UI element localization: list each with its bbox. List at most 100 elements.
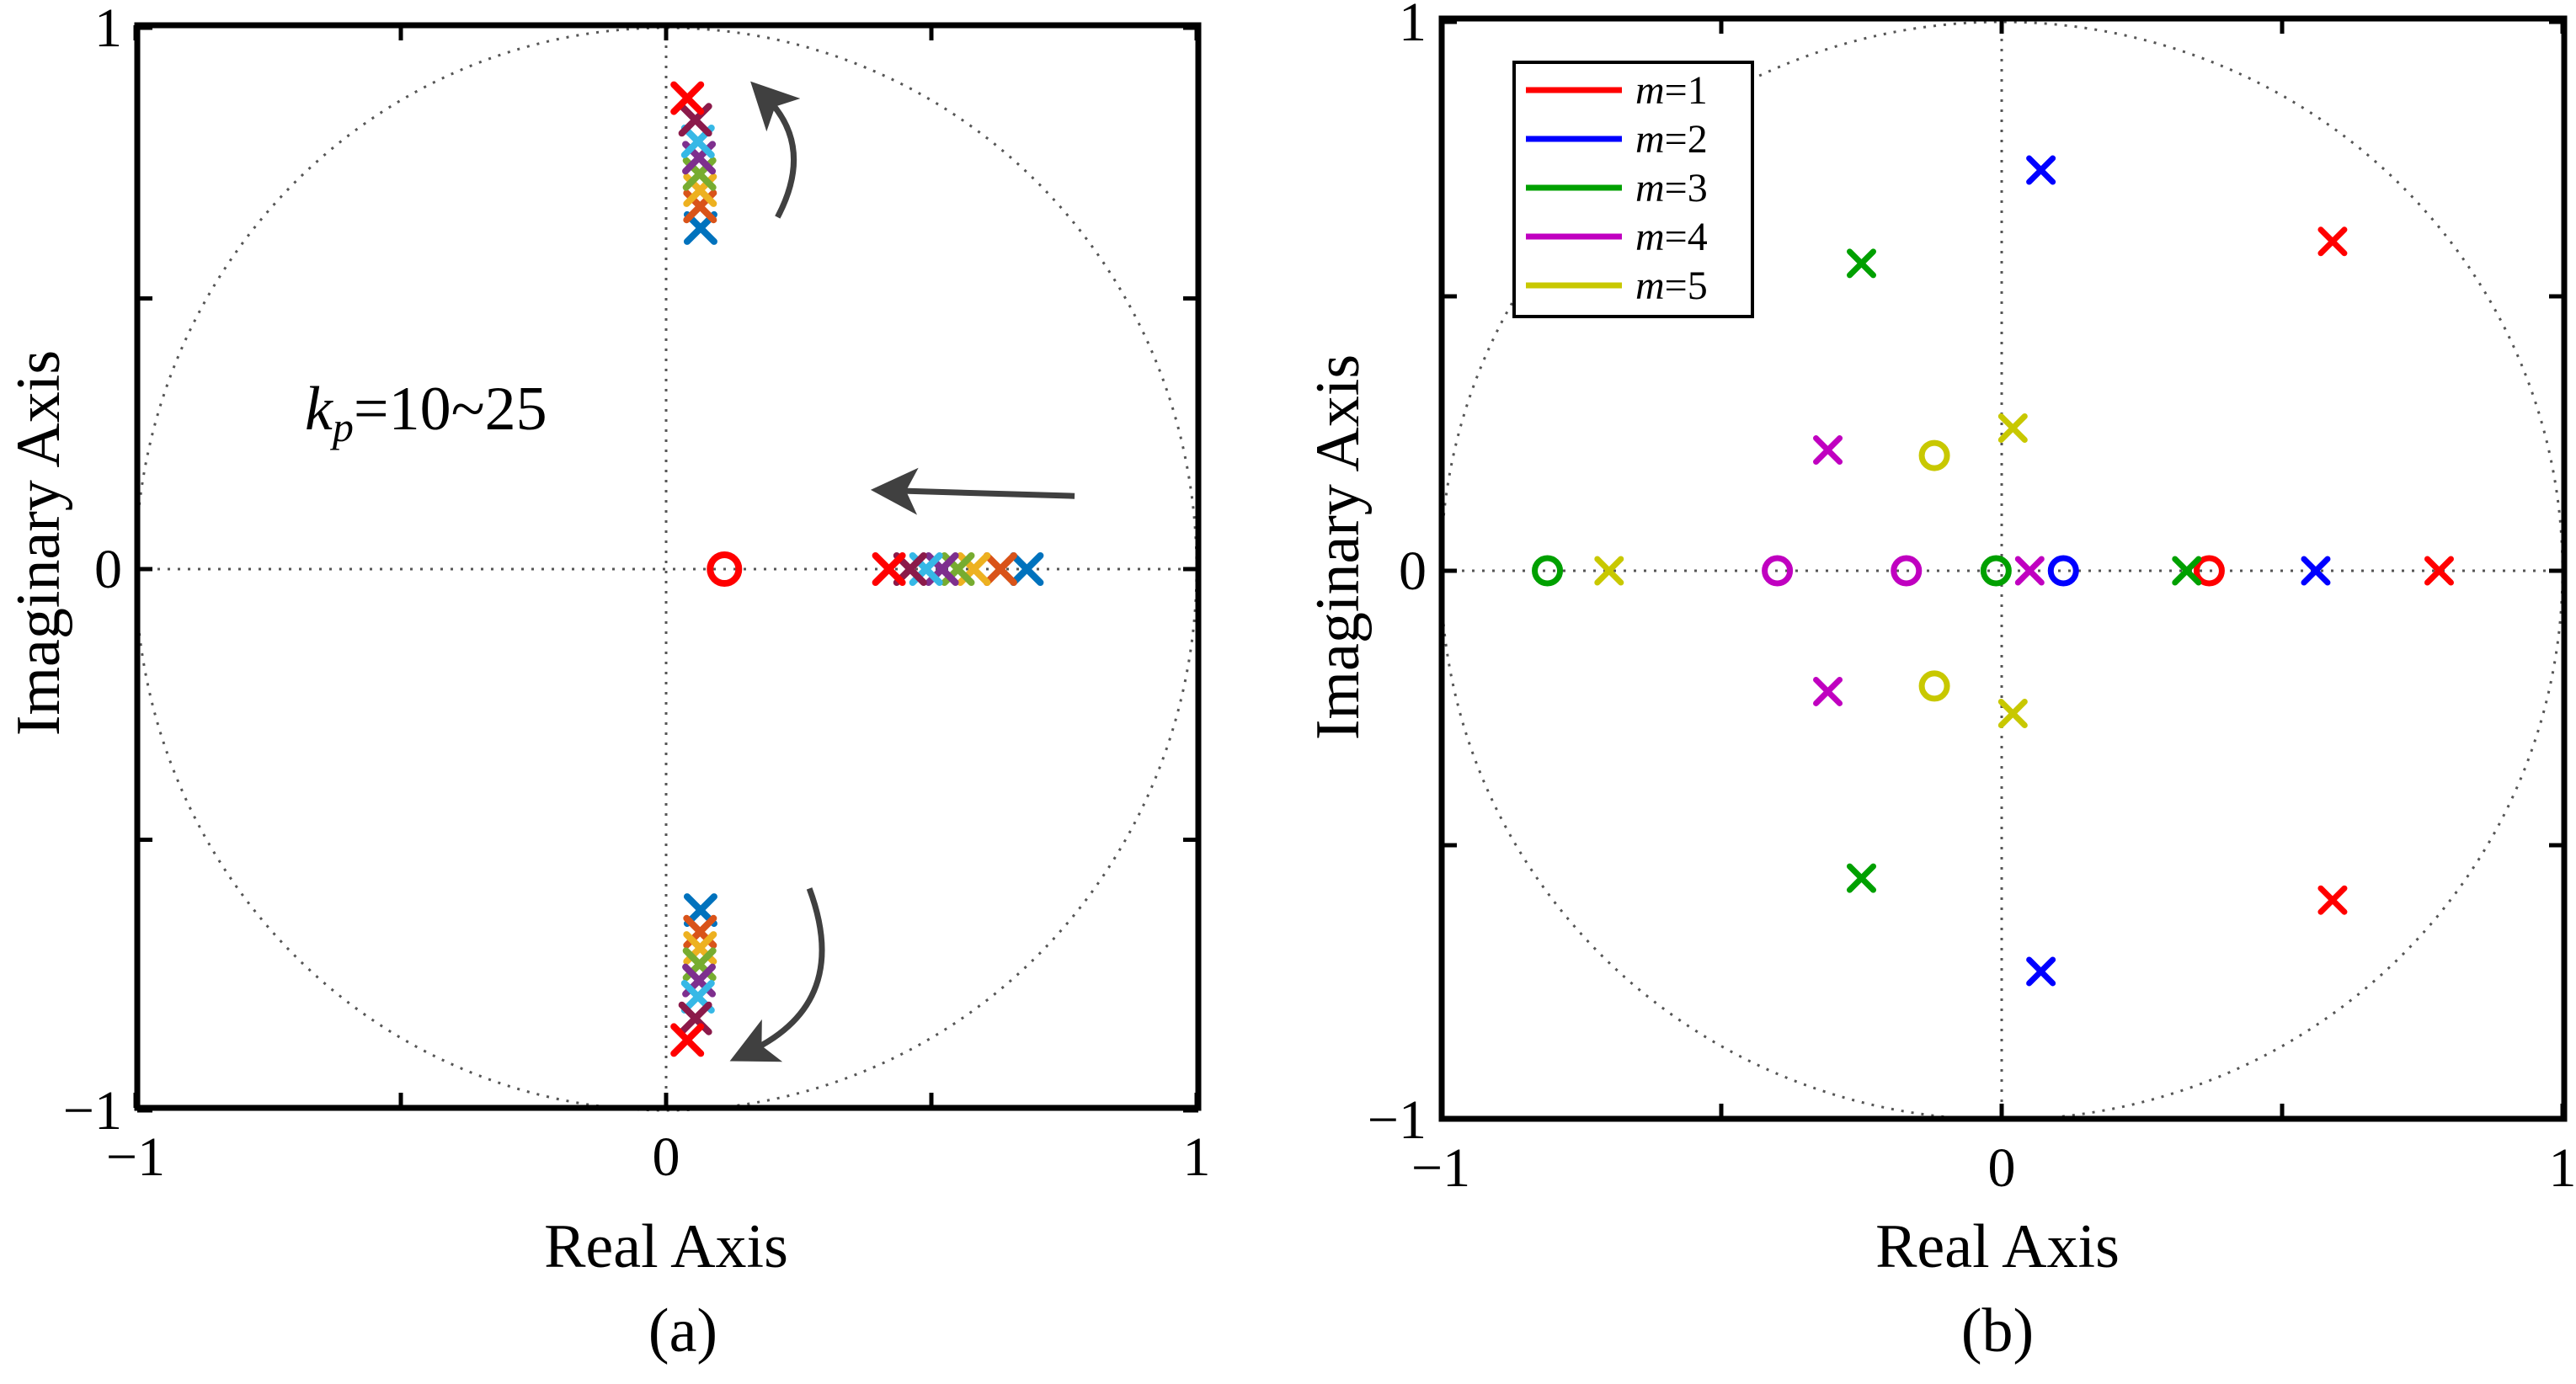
pole-marker bbox=[2026, 155, 2056, 185]
pole-stroke bbox=[1813, 435, 1843, 466]
panel-b-caption: (b) bbox=[1961, 1296, 2034, 1365]
pole-marker bbox=[2317, 885, 2348, 915]
y-tick-label: −1 bbox=[1368, 1089, 1427, 1151]
panel-b-text-layer: Real Axis Imaginary Axis (b) −1 0 1 −1 0 1 bbox=[1304, 0, 2576, 1365]
pole-stroke bbox=[670, 1023, 705, 1057]
y-tick-label: 0 bbox=[1399, 540, 1427, 602]
panel-b-frame-layer bbox=[1438, 15, 2568, 1122]
panel-a-root: Real Axis Imaginary Axis (a) kp=10~25 −1… bbox=[4, 0, 1211, 1365]
pole-stroke bbox=[678, 1001, 712, 1035]
pole-stroke bbox=[2317, 226, 2348, 257]
pole-stroke bbox=[983, 552, 1017, 586]
legend-label-var: m bbox=[1635, 68, 1665, 113]
pole-marker bbox=[1594, 556, 1624, 586]
series-m-2 bbox=[2026, 155, 2331, 987]
legend-label-value: =2 bbox=[1665, 117, 1708, 162]
legend-label: m=5 bbox=[1635, 263, 1708, 308]
panel-a-text-layer: Real Axis Imaginary Axis (a) kp=10~25 −1… bbox=[4, 0, 1211, 1365]
panel-b-y-axis-title: Imaginary Axis bbox=[1304, 354, 1373, 740]
pole-stroke bbox=[670, 81, 705, 115]
legend-label-value: =5 bbox=[1665, 263, 1708, 308]
zero-marker bbox=[2047, 555, 2079, 587]
arrow-down-curve-icon bbox=[729, 887, 825, 1062]
x-tick-label: −1 bbox=[106, 1126, 165, 1188]
panel-b-root: Real Axis Imaginary Axis (b) −1 0 1−101 m=… bbox=[1304, 0, 2576, 1365]
pole-stroke bbox=[1010, 552, 1044, 586]
pole-marker bbox=[1997, 699, 2028, 729]
pole-marker bbox=[1847, 863, 1876, 893]
pole-stroke bbox=[680, 979, 715, 1014]
zero-marker bbox=[2193, 555, 2225, 587]
zero-marker bbox=[1980, 555, 2012, 587]
panel-a-x-axis-title: Real Axis bbox=[544, 1212, 788, 1281]
pole-stroke bbox=[1847, 248, 1876, 279]
pole-stroke bbox=[1813, 676, 1843, 706]
kp-annotation-sub: p bbox=[330, 403, 354, 450]
pole-stroke bbox=[1997, 413, 2028, 443]
panel-a-kp-annotation: kp=10~25 bbox=[305, 375, 547, 450]
series-m-5 bbox=[1594, 413, 2028, 729]
legend-label-var: m bbox=[1635, 263, 1665, 308]
y-tick-label: 0 bbox=[94, 539, 122, 600]
legend-label-var: m bbox=[1635, 117, 1665, 162]
pole-marker bbox=[2317, 226, 2348, 257]
legend-label-value: =1 bbox=[1665, 68, 1708, 113]
pole-marker bbox=[1847, 248, 1876, 279]
pole-stroke bbox=[2026, 956, 2056, 987]
panel-a-frame-layer bbox=[133, 22, 1202, 1113]
legend-label: m=3 bbox=[1635, 166, 1708, 210]
pole-stroke bbox=[2301, 556, 2331, 586]
y-tick-label: 1 bbox=[94, 0, 122, 59]
pole-marker-real bbox=[983, 552, 1017, 586]
pole-stroke bbox=[2317, 885, 2348, 915]
pole-marker bbox=[1813, 435, 1843, 466]
x-tick-label: 0 bbox=[653, 1126, 680, 1188]
pole-marker-real bbox=[872, 552, 906, 586]
pole-marker-real bbox=[1010, 552, 1044, 586]
panel-b-legend: m=1m=2m=3m=4m=5 bbox=[1512, 61, 1754, 318]
series-m-3 bbox=[1532, 248, 2202, 893]
pole-stroke bbox=[872, 552, 906, 586]
pole-marker-upper bbox=[678, 103, 712, 137]
pole-marker bbox=[2424, 556, 2454, 586]
legend-label-value: =4 bbox=[1665, 215, 1708, 259]
pole-stroke bbox=[2172, 556, 2202, 586]
x-tick-label: 0 bbox=[1988, 1137, 2016, 1199]
arrow-left-icon bbox=[870, 467, 1075, 515]
pole-marker bbox=[1813, 676, 1843, 706]
legend-label: m=1 bbox=[1635, 68, 1708, 113]
kp-annotation-var: k bbox=[305, 375, 333, 444]
pole-marker-lower bbox=[678, 1001, 712, 1035]
x-tick-label: −1 bbox=[1411, 1137, 1470, 1199]
series-m-1 bbox=[2193, 226, 2454, 915]
pole-marker-upper bbox=[670, 81, 705, 115]
kp-annotation-range: =10~25 bbox=[354, 375, 547, 444]
pole-marker-lower bbox=[670, 1023, 705, 1057]
panel-a-plot-marks bbox=[134, 25, 1198, 1112]
pole-stroke bbox=[1594, 556, 1624, 586]
zero-marker bbox=[707, 551, 743, 587]
zero-marker bbox=[1532, 555, 1564, 587]
panel-a-caption: (a) bbox=[648, 1296, 717, 1365]
pole-stroke bbox=[678, 103, 712, 137]
pole-marker bbox=[2172, 556, 2202, 586]
y-tick-label: −1 bbox=[63, 1080, 122, 1142]
pole-stroke bbox=[1997, 699, 2028, 729]
pole-stroke bbox=[2424, 556, 2454, 586]
plot-frame bbox=[134, 22, 1202, 1111]
panel-b-x-axis-title: Real Axis bbox=[1875, 1212, 2120, 1281]
zero-marker bbox=[1762, 555, 1794, 587]
series-m-4 bbox=[1762, 435, 2045, 706]
x-tick-label: 1 bbox=[2549, 1137, 2576, 1199]
arrow-up-curve-icon bbox=[750, 81, 801, 219]
x-tick-label: 1 bbox=[1183, 1126, 1211, 1188]
legend-label-var: m bbox=[1635, 166, 1665, 210]
pole-stroke bbox=[2014, 556, 2045, 586]
zero-marker bbox=[1918, 439, 1950, 471]
legend-label: m=2 bbox=[1635, 117, 1708, 162]
pole-marker bbox=[2301, 556, 2331, 586]
pole-stroke bbox=[1847, 863, 1876, 893]
legend-label-value: =3 bbox=[1665, 166, 1708, 210]
pole-marker bbox=[2026, 956, 2056, 987]
